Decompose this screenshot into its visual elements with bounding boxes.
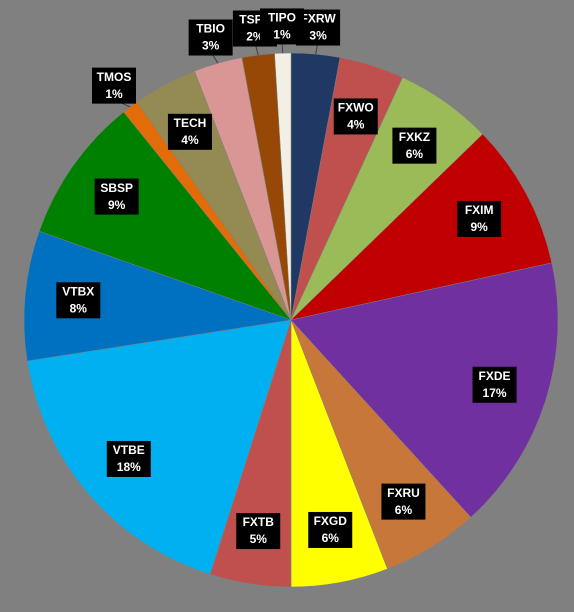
- data-label: VTBX 8%: [56, 282, 101, 319]
- data-label: FXKZ 6%: [392, 127, 437, 164]
- label-value: 6%: [322, 531, 340, 545]
- label-value: 3%: [309, 29, 327, 43]
- pie-slice: [23, 230, 292, 362]
- label-name: FXTB: [243, 515, 275, 529]
- label-name: VTBE: [113, 443, 145, 457]
- label-value: 2%: [246, 30, 264, 44]
- label-value: 4%: [347, 118, 365, 132]
- label-box: [472, 366, 517, 403]
- label-box: [308, 511, 353, 548]
- label-value: 4%: [181, 133, 199, 147]
- label-name: TMOS: [97, 70, 132, 84]
- label-value: 6%: [395, 503, 413, 517]
- label-value: 17%: [483, 386, 507, 400]
- label-name: FXWO: [338, 101, 374, 115]
- data-label: FXWO 4%: [333, 98, 378, 135]
- data-label: TIPO 1%: [259, 8, 304, 45]
- label-name: FXRU: [387, 486, 420, 500]
- label-value: 3%: [202, 39, 220, 53]
- data-label: FXDE 17%: [472, 366, 517, 403]
- label-name: FXDE: [479, 369, 511, 383]
- pie-slice: [290, 133, 553, 321]
- label-name: TBIO: [196, 22, 225, 36]
- label-box: [56, 282, 101, 319]
- label-box: [333, 98, 378, 135]
- label-box: [188, 19, 233, 56]
- label-value: 5%: [250, 532, 268, 546]
- pie-slice: [26, 319, 292, 575]
- label-value: 6%: [406, 147, 424, 161]
- label-value: 1%: [105, 87, 123, 101]
- label-name: FXRW: [301, 12, 337, 26]
- data-label: TMOS 1%: [92, 67, 137, 104]
- label-box: [381, 483, 426, 520]
- pie-slice: [290, 262, 559, 518]
- label-box: [92, 67, 137, 104]
- label-value: 18%: [117, 460, 141, 474]
- label-value: 8%: [70, 301, 88, 315]
- label-box: [106, 440, 151, 477]
- data-label: FXRU 6%: [381, 483, 426, 520]
- label-box: [457, 200, 502, 237]
- label-value: 9%: [108, 198, 126, 212]
- label-name: FXIM: [465, 203, 494, 217]
- label-box: [94, 178, 139, 215]
- label-name: FXKZ: [399, 130, 430, 144]
- label-name: SBSP: [100, 181, 133, 195]
- label-box: [392, 127, 437, 164]
- data-label: TECH 4%: [167, 113, 212, 150]
- data-label: FXTB 5%: [236, 513, 281, 550]
- data-label: TBIO 3%: [188, 19, 233, 56]
- label-box: [236, 513, 281, 550]
- label-box: [167, 113, 212, 150]
- label-name: VTBX: [62, 284, 94, 298]
- data-label: VTBE 18%: [106, 440, 151, 477]
- data-label: SBSP 9%: [94, 178, 139, 215]
- pie-slice: [38, 111, 292, 321]
- label-value: 9%: [471, 220, 489, 234]
- data-label: FXIM 9%: [457, 200, 502, 237]
- label-name: TIPO: [268, 11, 296, 25]
- label-name: TECH: [174, 116, 207, 130]
- label-value: 1%: [273, 28, 291, 42]
- label-box: [259, 8, 304, 45]
- data-label: FXGD 6%: [308, 511, 353, 548]
- label-name: FXGD: [314, 514, 348, 528]
